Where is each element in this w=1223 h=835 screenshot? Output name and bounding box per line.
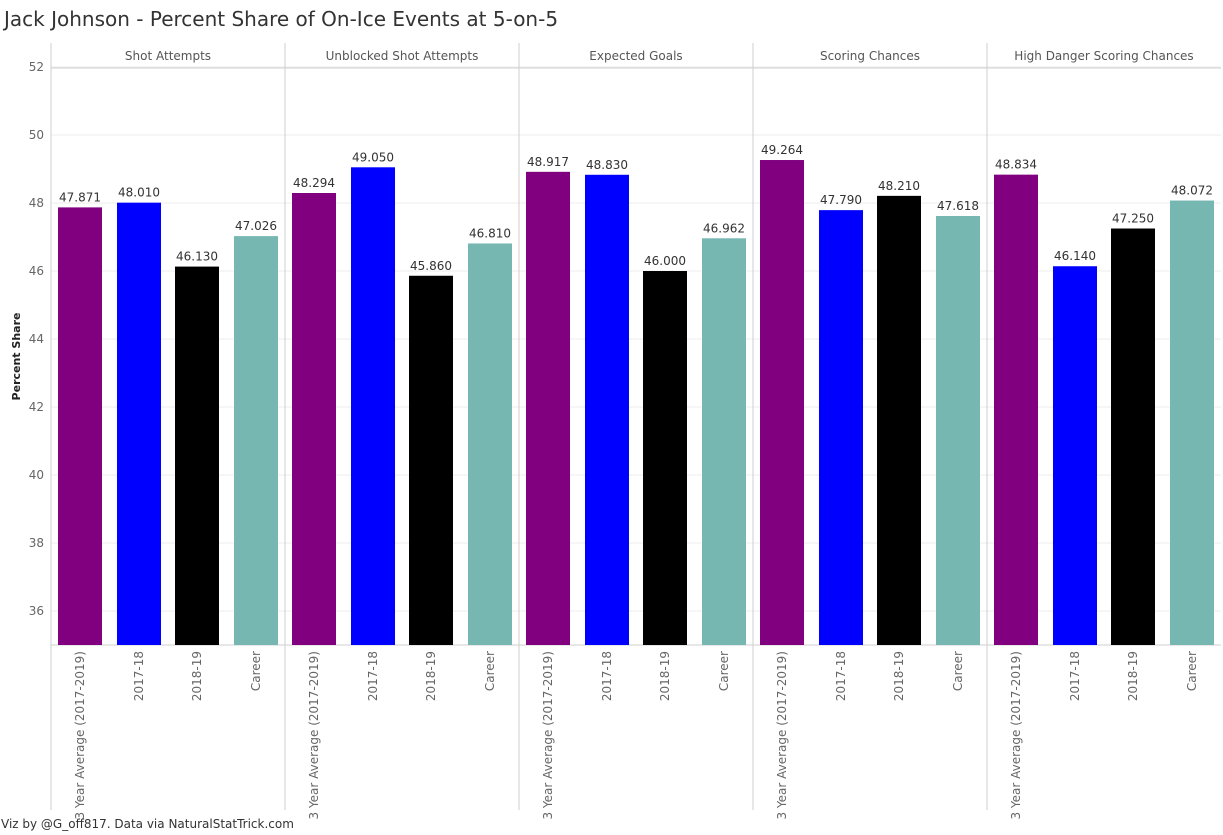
bar: [760, 160, 804, 646]
data-label: 47.871: [59, 190, 101, 204]
bar: [643, 271, 687, 645]
data-label: 47.026: [235, 219, 277, 233]
data-label: 48.834: [995, 158, 1037, 172]
bar: [1111, 228, 1155, 645]
x-tick-label: Career: [249, 651, 263, 691]
bar: [58, 207, 102, 646]
bars: [58, 160, 1214, 646]
bar: [351, 167, 395, 646]
bar: [1170, 200, 1214, 645]
data-label: 48.210: [878, 179, 920, 193]
data-label: 45.860: [410, 259, 452, 273]
data-label: 46.962: [703, 221, 745, 235]
x-tick-label: 2018-19: [190, 651, 204, 701]
x-tick-label: Career: [717, 651, 731, 691]
credit-footer: Viz by @G_off817. Data via NaturalStatTr…: [1, 817, 294, 831]
data-label: 46.140: [1054, 249, 1096, 263]
y-tick-label: 38: [29, 536, 44, 550]
x-tick-label: Career: [951, 651, 965, 691]
data-label: 49.264: [761, 143, 803, 157]
chart-title: Jack Johnson - Percent Share of On-Ice E…: [4, 7, 559, 31]
x-tick-label: Career: [483, 651, 497, 691]
data-label: 49.050: [352, 150, 394, 164]
data-label: 47.618: [937, 199, 979, 213]
x-tick-label: 3 Year Average (2017-2019): [73, 651, 87, 820]
x-tick-label: Career: [1185, 651, 1199, 691]
bar: [468, 243, 512, 645]
panel-header: Expected Goals: [589, 49, 682, 63]
y-tick-label: 36: [29, 604, 44, 618]
bar: [1053, 266, 1097, 645]
data-label: 48.294: [293, 176, 335, 190]
x-tick-label: 2017-18: [366, 651, 380, 701]
bar: [702, 238, 746, 646]
data-label: 46.810: [469, 226, 511, 240]
y-tick-label: 40: [29, 468, 44, 482]
bar: [526, 171, 570, 645]
panel-header: Unblocked Shot Attempts: [326, 49, 479, 63]
bar: [585, 174, 629, 645]
x-tick-label: 3 Year Average (2017-2019): [541, 651, 555, 820]
y-tick-label: 52: [29, 60, 44, 74]
y-tick-label: 42: [29, 400, 44, 414]
data-label: 46.130: [176, 250, 218, 264]
bar: [117, 202, 161, 645]
data-label: 48.010: [118, 186, 160, 200]
x-tick-label: 3 Year Average (2017-2019): [775, 651, 789, 820]
y-tick-label: 50: [29, 128, 44, 142]
x-tick-label: 2017-18: [834, 651, 848, 701]
bar: [877, 195, 921, 646]
panel-header: High Danger Scoring Chances: [1014, 49, 1193, 63]
y-axis-label: Percent Share: [10, 313, 23, 401]
data-label: 47.790: [820, 193, 862, 207]
bar: [819, 210, 863, 645]
x-tick-label: 2018-19: [658, 651, 672, 701]
y-tick-label: 44: [29, 332, 44, 346]
y-tick-label: 48: [29, 196, 44, 210]
x-tick-label: 3 Year Average (2017-2019): [1009, 651, 1023, 820]
panel-header: Shot Attempts: [125, 49, 211, 63]
chart-labels: 36 38 40 42 44 46 48 50 52 Percent Share Shot Atte…: [10, 49, 1213, 820]
panel-header: Scoring Chances: [820, 49, 920, 63]
data-label: 46.000: [644, 254, 686, 268]
bar: [292, 193, 336, 645]
bar: [175, 266, 219, 645]
bar: [994, 174, 1038, 646]
x-tick-label: 3 Year Average (2017-2019): [307, 651, 321, 820]
data-label: 48.830: [586, 158, 628, 172]
bar: [234, 236, 278, 645]
bar: [409, 275, 453, 645]
x-tick-label: 2018-19: [1126, 651, 1140, 701]
data-label: 47.250: [1112, 212, 1154, 226]
gridlines: [51, 66, 1221, 612]
x-tick-label: 2018-19: [424, 651, 438, 701]
y-tick-label: 46: [29, 264, 44, 278]
x-tick-label: 2017-18: [132, 651, 146, 701]
data-label: 48.917: [527, 155, 569, 169]
x-tick-label: 2018-19: [892, 651, 906, 701]
x-tick-label: 2017-18: [1068, 651, 1082, 701]
panel-frames: [50, 43, 1221, 810]
bar: [936, 215, 980, 645]
x-tick-label: 2017-18: [600, 651, 614, 701]
data-label: 48.072: [1171, 184, 1213, 198]
